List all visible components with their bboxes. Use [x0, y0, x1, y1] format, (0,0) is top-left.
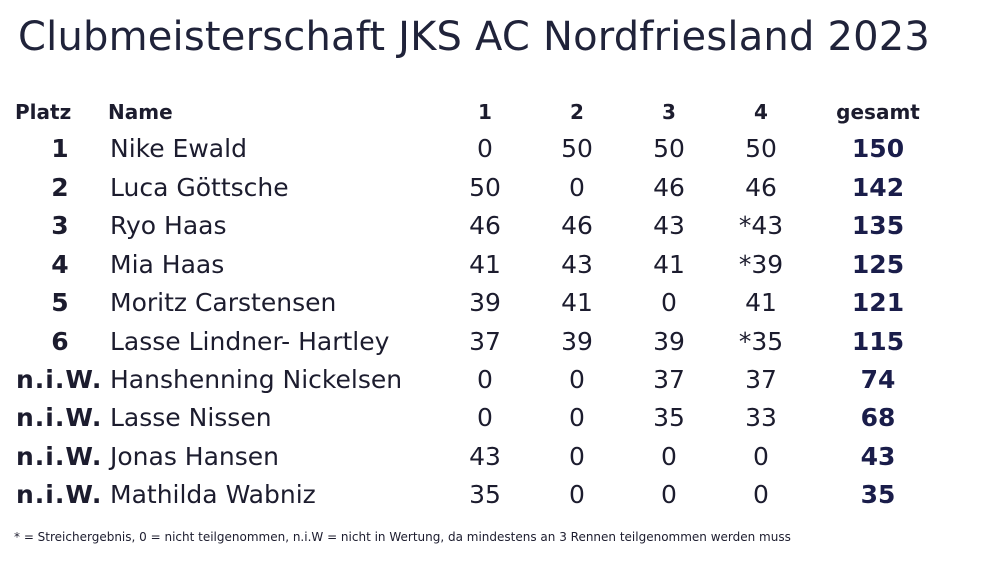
row-race-1: 37 — [469, 327, 501, 356]
row-race-3: 41 — [653, 250, 685, 279]
row-race-2: 0 — [569, 442, 585, 471]
row-total: 43 — [860, 442, 896, 471]
row-race-2: 0 — [569, 403, 585, 432]
row-rank: 6 — [51, 327, 69, 356]
footnote: * = Streichergebnis, 0 = nicht teilgenom… — [14, 530, 791, 544]
table-row: n.i.W. Hanshenning Nickelsen 0 0 37 37 74 — [0, 361, 993, 397]
table-row: 1 Nike Ewald 0 50 50 50 150 — [0, 130, 993, 166]
row-race-2: 46 — [561, 211, 593, 240]
row-race-4: 50 — [745, 134, 777, 163]
table-row: 3 Ryo Haas 46 46 43 *43 135 — [0, 207, 993, 243]
row-race-1: 43 — [469, 442, 501, 471]
row-name: Ryo Haas — [110, 211, 227, 240]
row-rank: 1 — [51, 134, 69, 163]
row-race-4: 0 — [753, 442, 769, 471]
row-total: 135 — [851, 211, 905, 240]
header-race-1: 1 — [478, 100, 492, 124]
row-race-1: 39 — [469, 288, 501, 317]
row-race-1: 0 — [477, 365, 493, 394]
row-race-1: 41 — [469, 250, 501, 279]
row-rank: n.i.W. — [16, 442, 103, 471]
row-race-4: 41 — [745, 288, 777, 317]
row-total: 150 — [851, 134, 905, 163]
row-name: Mathilda Wabniz — [110, 480, 316, 509]
row-total: 74 — [860, 365, 896, 394]
header-race-4: 4 — [754, 100, 768, 124]
row-race-4: 33 — [745, 403, 777, 432]
table-row: n.i.W. Lasse Nissen 0 0 35 33 68 — [0, 399, 993, 435]
row-race-2: 50 — [561, 134, 593, 163]
row-total: 35 — [860, 480, 896, 509]
row-race-3: 0 — [661, 288, 677, 317]
header-total: gesamt — [836, 100, 920, 124]
row-race-4: 46 — [745, 173, 777, 202]
table-row: 5 Moritz Carstensen 39 41 0 41 121 — [0, 284, 993, 320]
row-race-2: 39 — [561, 327, 593, 356]
row-name: Nike Ewald — [110, 134, 247, 163]
row-name: Hanshenning Nickelsen — [110, 365, 403, 394]
row-race-3: 50 — [653, 134, 685, 163]
row-race-2: 0 — [569, 173, 585, 202]
row-race-1: 0 — [477, 403, 493, 432]
row-name: Mia Haas — [110, 250, 225, 279]
row-race-4: *39 — [738, 250, 784, 279]
row-rank: n.i.W. — [16, 365, 103, 394]
table-header: Platz Name 1 2 3 4 gesamt — [0, 98, 993, 134]
row-rank: n.i.W. — [16, 403, 103, 432]
row-rank: 5 — [51, 288, 69, 317]
row-race-4: *35 — [738, 327, 784, 356]
header-name: Name — [108, 100, 173, 124]
row-total: 115 — [851, 327, 905, 356]
table-row: 4 Mia Haas 41 43 41 *39 125 — [0, 246, 993, 282]
row-total: 68 — [860, 403, 896, 432]
row-name: Moritz Carstensen — [110, 288, 337, 317]
row-name: Lasse Nissen — [110, 403, 272, 432]
row-race-3: 0 — [661, 480, 677, 509]
row-rank: n.i.W. — [16, 480, 103, 509]
row-race-3: 46 — [653, 173, 685, 202]
row-total: 142 — [851, 173, 905, 202]
header-race-2: 2 — [570, 100, 584, 124]
row-total: 121 — [851, 288, 905, 317]
row-race-4: *43 — [738, 211, 784, 240]
row-race-4: 37 — [745, 365, 777, 394]
row-race-1: 0 — [477, 134, 493, 163]
row-race-3: 37 — [653, 365, 685, 394]
row-race-3: 0 — [661, 442, 677, 471]
row-race-1: 35 — [469, 480, 501, 509]
table-row: 6 Lasse Lindner- Hartley 37 39 39 *35 115 — [0, 323, 993, 359]
row-race-1: 46 — [469, 211, 501, 240]
row-total: 125 — [851, 250, 905, 279]
row-race-4: 0 — [753, 480, 769, 509]
row-race-3: 39 — [653, 327, 685, 356]
table-row: n.i.W. Mathilda Wabniz 35 0 0 0 35 — [0, 476, 993, 512]
row-name: Lasse Lindner- Hartley — [110, 327, 390, 356]
row-race-2: 0 — [569, 365, 585, 394]
row-name: Jonas Hansen — [110, 442, 280, 471]
row-rank: 3 — [51, 211, 69, 240]
row-race-2: 43 — [561, 250, 593, 279]
row-name: Luca Göttsche — [110, 173, 289, 202]
table-row: 2 Luca Göttsche 50 0 46 46 142 — [0, 169, 993, 205]
row-rank: 4 — [51, 250, 69, 279]
row-race-1: 50 — [469, 173, 501, 202]
row-race-2: 41 — [561, 288, 593, 317]
row-race-3: 35 — [653, 403, 685, 432]
row-race-3: 43 — [653, 211, 685, 240]
header-race-3: 3 — [662, 100, 676, 124]
header-rank: Platz — [15, 100, 72, 124]
table-row: n.i.W. Jonas Hansen 43 0 0 0 43 — [0, 438, 993, 474]
row-rank: 2 — [51, 173, 69, 202]
page-title: Clubmeisterschaft JKS AC Nordfriesland 2… — [18, 14, 931, 60]
row-race-2: 0 — [569, 480, 585, 509]
